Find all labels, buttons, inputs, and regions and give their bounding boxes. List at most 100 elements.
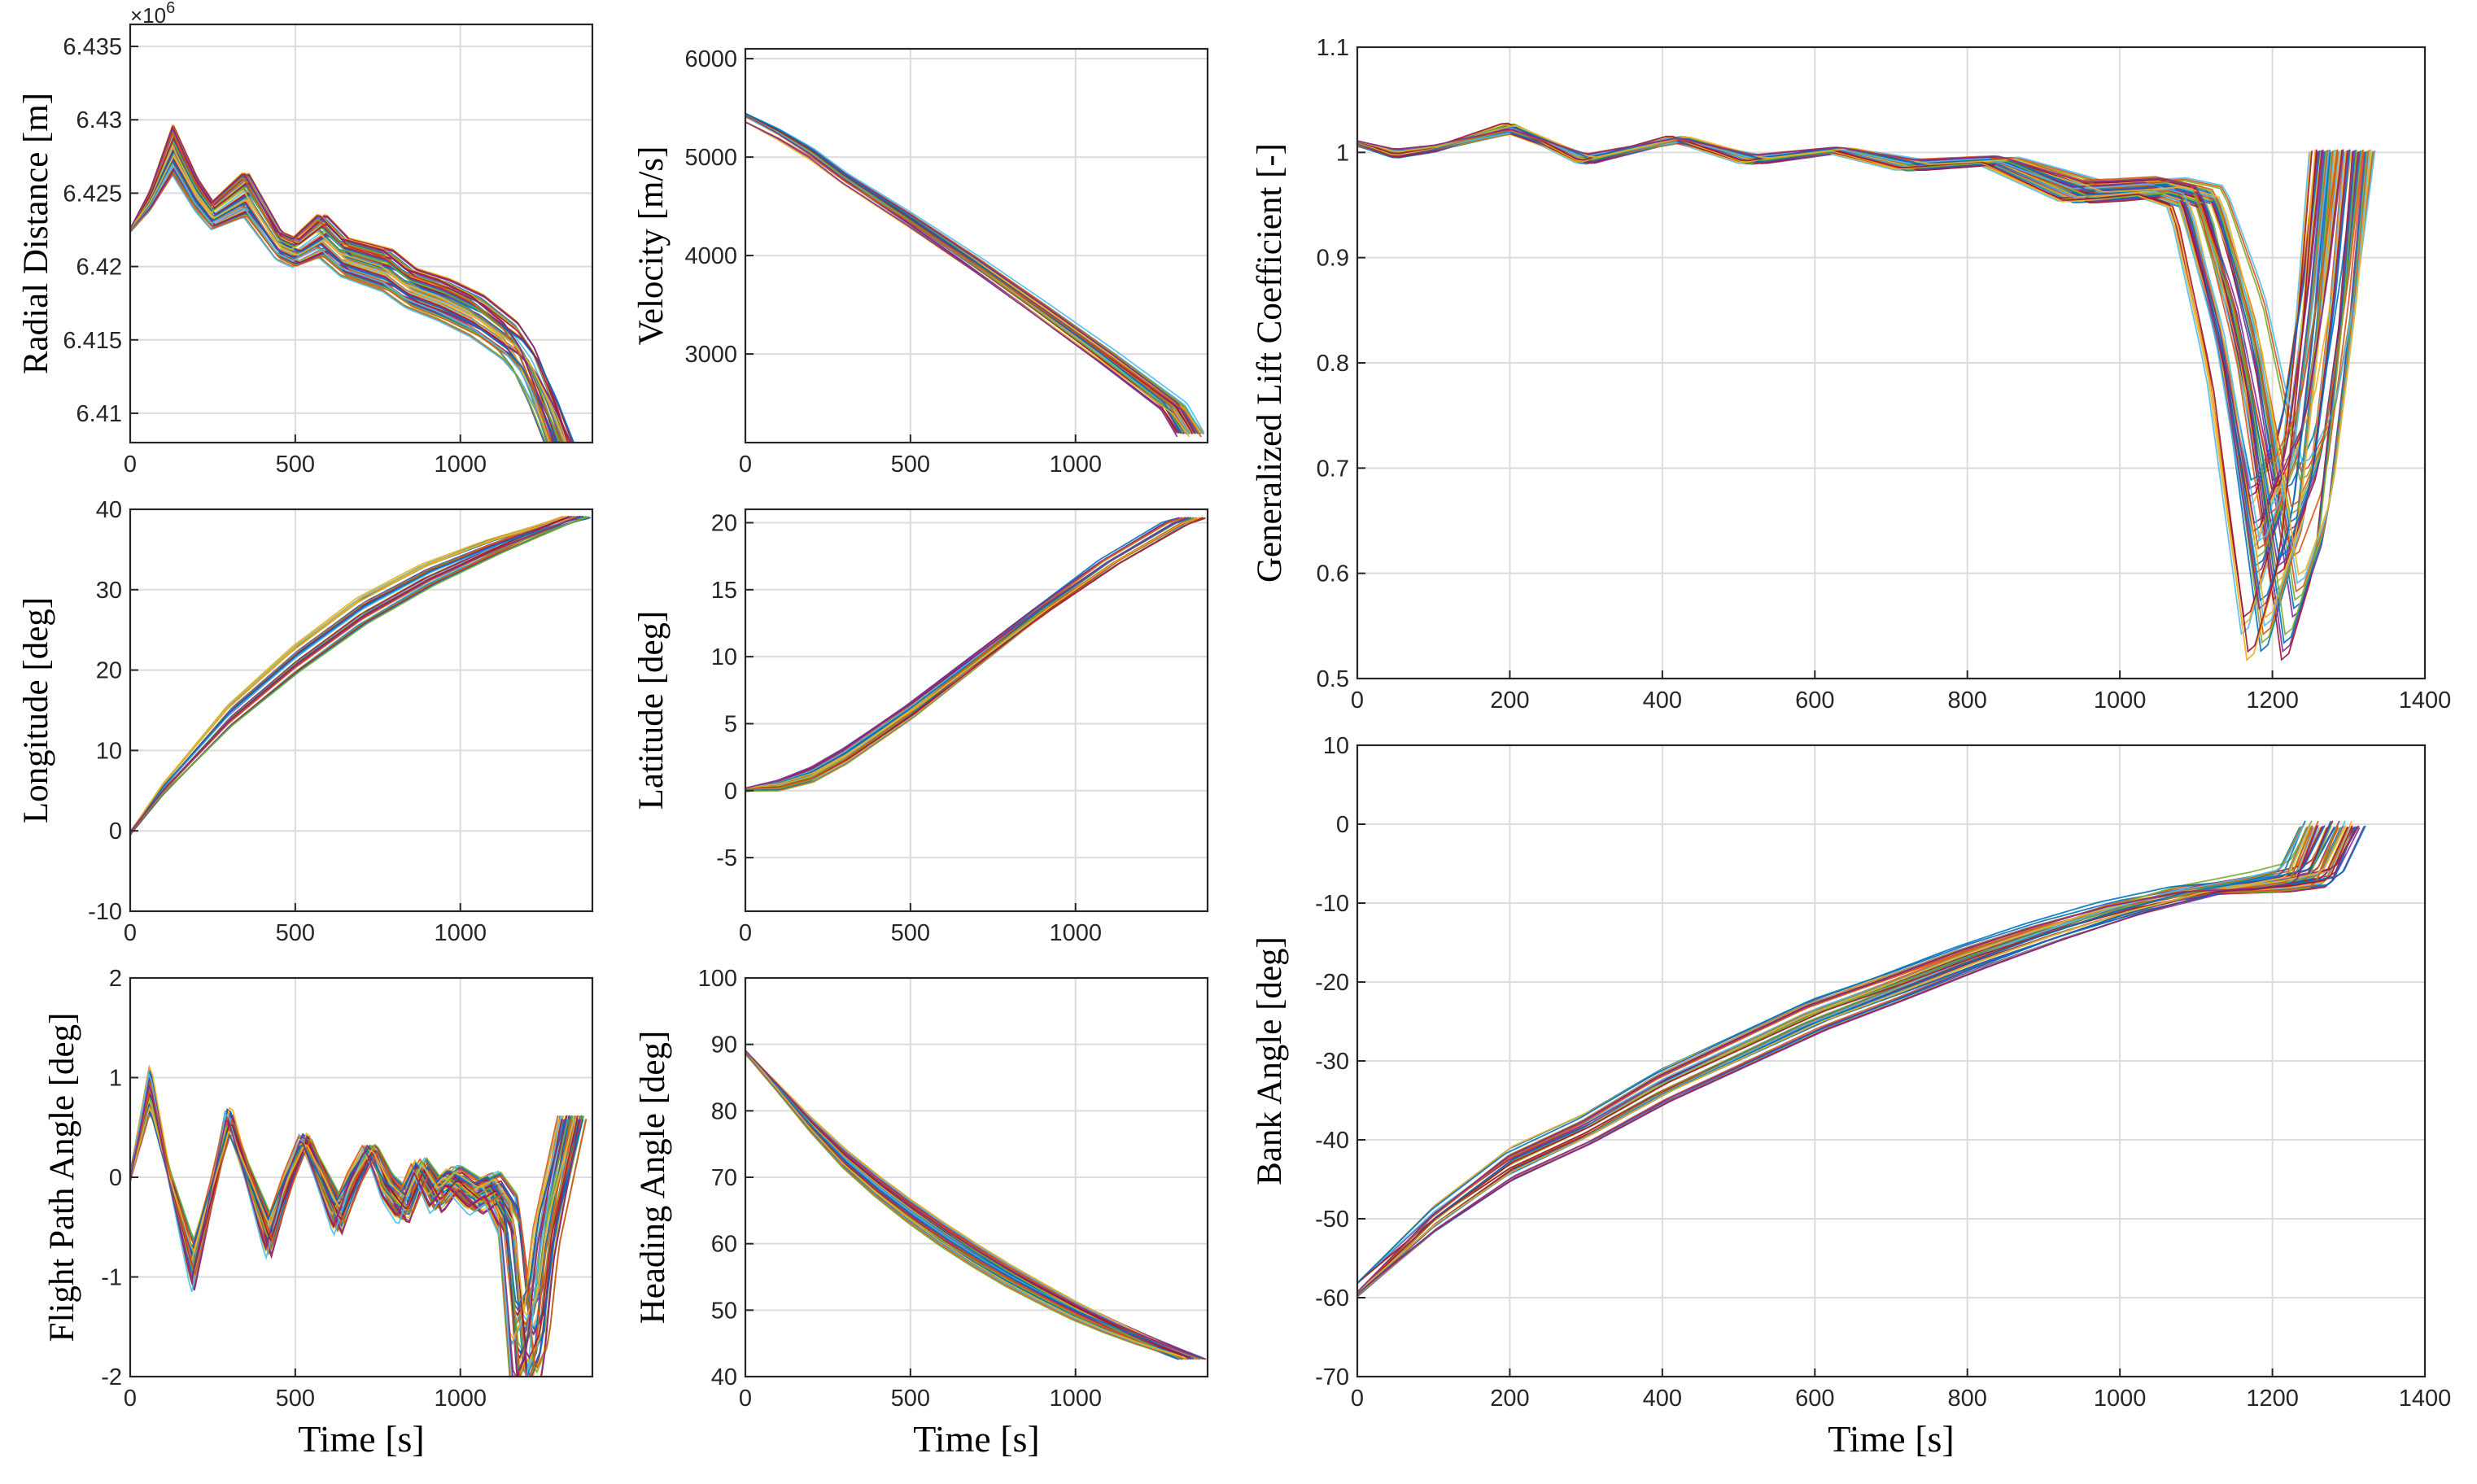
x-tick-label: 600 <box>1795 687 1834 714</box>
series-line <box>130 516 566 835</box>
series-line <box>745 1050 1194 1360</box>
series-line <box>745 517 1199 791</box>
series-line <box>130 1083 563 1377</box>
series-line <box>745 517 1184 792</box>
subplot-8: 0 200 400 600 800 1000 1200 1400 -70 -60 -50 -40 -30… <box>1251 733 2451 1460</box>
series-line <box>130 516 566 833</box>
y-tick-label: 0 <box>109 1165 122 1191</box>
series-line <box>745 517 1182 791</box>
y-tick-label: 5 <box>724 711 737 737</box>
series-line <box>745 1051 1187 1360</box>
series-line <box>745 116 1185 434</box>
series-line <box>745 1050 1197 1360</box>
series-line <box>745 1052 1187 1360</box>
series-line <box>130 515 584 833</box>
x-tick-label: 500 <box>276 920 315 946</box>
series-line <box>745 517 1186 789</box>
series-group <box>130 1064 588 1377</box>
x-tick-label: 0 <box>124 920 137 946</box>
y-tick-label: 0 <box>109 818 122 845</box>
series-line <box>130 515 564 833</box>
y-tick-label: 3000 <box>684 342 737 368</box>
y-tick-label: 1.1 <box>1317 35 1349 61</box>
series-line <box>745 115 1196 434</box>
series-line <box>745 1051 1190 1360</box>
y-tick-label: -60 <box>1315 1285 1349 1312</box>
series-line <box>130 515 578 833</box>
series-line <box>745 114 1192 434</box>
series-line <box>1357 133 2352 464</box>
series-line <box>130 517 576 836</box>
y-tick-label: -5 <box>716 845 737 871</box>
series-line <box>130 516 587 834</box>
x-tick-label: 1400 <box>2399 1386 2452 1412</box>
series-line <box>745 1053 1207 1360</box>
series-line <box>1357 124 2372 576</box>
series-line <box>745 517 1198 792</box>
y-tick-label: 40 <box>711 1364 737 1390</box>
y-tick-label: -30 <box>1315 1049 1349 1075</box>
x-tick-label: 1000 <box>1049 1386 1102 1412</box>
x-tick-label: 1000 <box>1049 920 1102 946</box>
y-tick-label: 50 <box>711 1298 737 1324</box>
y-tick-label: 0.7 <box>1317 456 1349 482</box>
series-line <box>130 1070 561 1377</box>
series-line <box>745 1050 1195 1359</box>
series-line <box>745 114 1183 434</box>
y-tick-label: 6.41 <box>76 401 122 427</box>
series-line <box>130 516 574 833</box>
series-line <box>745 1050 1198 1359</box>
y-tick-label: 80 <box>711 1098 737 1124</box>
y-axis-label: Longitude [deg] <box>17 597 55 823</box>
x-tick-label: 1200 <box>2246 1386 2299 1412</box>
series-line <box>745 115 1190 434</box>
series-line <box>130 516 570 833</box>
x-tick-label: 0 <box>739 452 752 478</box>
series-group <box>1357 820 2366 1298</box>
series-line <box>745 1052 1189 1360</box>
series-line <box>745 121 1190 438</box>
series-line <box>130 517 579 835</box>
y-exponent-label: ×106 <box>130 0 175 28</box>
series-line <box>745 517 1186 790</box>
x-tick-label: 600 <box>1795 1386 1834 1412</box>
series-line <box>130 1069 561 1377</box>
x-tick-label: 1000 <box>2094 1386 2147 1412</box>
x-tick-label: 500 <box>891 920 930 946</box>
series-line <box>745 1050 1204 1359</box>
y-axis-label: Velocity [m/s] <box>632 146 671 346</box>
series-line <box>130 517 570 836</box>
series-line <box>745 112 1184 434</box>
series-line <box>745 1050 1196 1360</box>
subplot-4: 0 500 1000 -5 0 5 10 15 20 Latitude [deg] <box>632 508 1209 946</box>
x-axis-label: Time [s] <box>1828 1418 1955 1460</box>
series-line <box>130 172 563 443</box>
series-line <box>745 1053 1179 1360</box>
series-line <box>130 1110 566 1307</box>
series-line <box>745 1051 1190 1360</box>
series-line <box>745 517 1185 790</box>
series-line <box>745 1051 1199 1360</box>
series-line <box>745 1050 1191 1359</box>
y-axis-label: Radial Distance [m] <box>17 93 55 374</box>
series-line <box>130 1106 575 1317</box>
y-tick-label: 0.5 <box>1317 666 1349 692</box>
series-line <box>130 516 583 834</box>
series-line <box>745 1051 1205 1360</box>
series-line <box>745 1052 1192 1360</box>
series-line <box>745 115 1182 434</box>
series-line <box>1357 820 2313 1284</box>
series-line <box>130 516 578 834</box>
x-tick-label: 500 <box>891 1386 930 1412</box>
series-line <box>745 116 1187 435</box>
series-line <box>745 1052 1186 1360</box>
series-line <box>745 1053 1183 1360</box>
series-line <box>745 1050 1186 1360</box>
series-line <box>745 1053 1200 1360</box>
series-line <box>745 115 1194 434</box>
series-line <box>130 516 570 835</box>
series-line <box>130 126 554 443</box>
x-tick-label: 500 <box>276 1386 315 1412</box>
series-line <box>745 114 1189 434</box>
series-line <box>745 1051 1190 1360</box>
